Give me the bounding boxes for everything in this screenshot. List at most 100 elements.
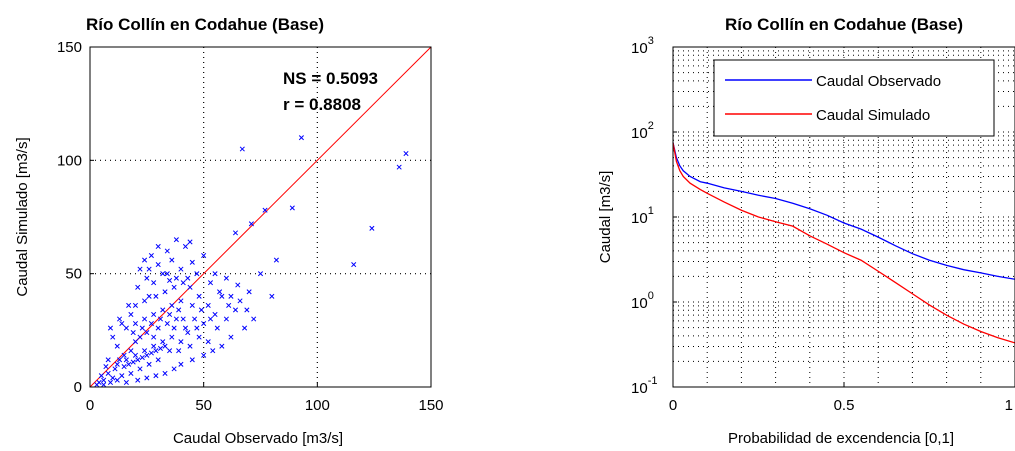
scatter-point [114,343,120,349]
scatter-point [121,364,127,370]
scatter-point [178,361,184,367]
scatter-point [298,135,304,141]
scatter-point [135,377,141,383]
duration-chart-title: Río Collín en Codahue (Base) [725,15,963,34]
scatter-point [244,307,250,313]
series-line-simulado [672,142,1015,344]
scatter-identity-line [89,46,432,388]
duration-y-tick-label: 10-1 [631,375,657,397]
scatter-point [167,277,173,284]
scatter-points [94,135,409,388]
scatter-point [164,320,170,327]
scatter-point [167,348,173,354]
scatter-point [157,316,164,322]
scatter-point [169,257,175,263]
scatter-point [182,243,189,250]
scatter-point [185,330,191,336]
scatter-point [232,230,239,236]
scatter-point [207,280,214,286]
scatter-point [155,262,161,268]
scatter-point [223,316,229,322]
scatter-point [173,275,179,281]
scatter-point [228,293,234,299]
scatter-point [187,284,193,290]
scatter-point [178,339,184,345]
scatter-point [212,311,218,318]
scatter-point [101,377,107,383]
scatter-point [171,284,177,290]
scatter-x-tick-label: 50 [195,397,212,414]
legend-label-observado: Caudal Observado [816,73,941,90]
scatter-point [116,357,123,363]
scatter-point [187,343,193,349]
scatter-point [173,237,179,243]
scatter-point [128,348,134,354]
legend-label-simulado: Caudal Simulado [816,107,930,124]
scatter-point [116,316,123,322]
scatter-x-tick-label: 100 [305,397,330,414]
scatter-point [189,302,195,308]
scatter-y-tick-label: 50 [65,266,82,283]
scatter-point [160,271,166,277]
scatter-point [123,379,129,386]
scatter-point [144,275,150,281]
scatter-point [121,352,127,358]
scatter-point [128,370,134,376]
scatter-point [167,311,173,318]
scatter-point [196,293,202,299]
scatter-point [153,293,159,299]
duration-x-tick-label: 0.5 [834,397,855,414]
scatter-point [185,275,191,281]
duration-chart: Río Collín en Codahue (Base) 0 0.5 1 10-1 10… [597,15,1015,447]
scatter-y-tick-label: 100 [57,152,82,169]
duration-plot-frame [672,46,1015,388]
scatter-point [196,334,202,340]
scatter-point [148,320,154,327]
scatter-chart-title: Río Collín en Codahue (Base) [86,15,324,34]
scatter-point [148,350,154,356]
scatter-point [164,271,170,277]
scatter-point [176,307,182,313]
scatter-point [176,348,182,354]
scatter-point [157,345,164,352]
scatter-point [205,339,211,345]
scatter-point [351,262,357,268]
scatter-tick-labels: 0 50 100 150 0 50 100 150 [57,39,444,414]
scatter-point [107,325,114,331]
scatter-point [160,307,166,313]
scatter-point [153,348,159,354]
scatter-point [139,354,145,361]
scatter-point [246,289,252,295]
scatter-point [114,361,120,367]
scatter-point [173,316,179,322]
scatter-point [396,164,402,170]
scatter-point [142,348,148,354]
scatter-point [171,366,177,372]
scatter-point [132,320,139,327]
scatter-point [194,325,200,331]
scatter-point [110,375,116,381]
duration-x-tick-label: 1 [1005,397,1013,414]
scatter-point [182,325,189,331]
scatter-point [144,352,150,358]
scatter-point [148,252,154,259]
scatter-point [144,375,150,381]
scatter-point [107,379,114,386]
duration-tick-labels: 0 0.5 1 10-1 100 101 102 103 [631,35,1013,414]
scatter-y-tick-label: 150 [57,39,82,56]
scatter-point [94,382,100,388]
legend: Caudal Observado Caudal Simulado [713,59,995,137]
scatter-point [207,316,214,322]
scatter-point [142,316,148,322]
scatter-point [135,357,141,363]
scatter-point [201,252,207,259]
scatter-point [146,361,152,367]
scatter-point [257,271,264,277]
scatter-point [98,373,104,379]
scatter-point [226,302,232,308]
scatter-point [155,325,161,331]
scatter-point [242,325,248,331]
duration-x-tick-label: 0 [669,397,677,414]
scatter-point [262,207,268,213]
